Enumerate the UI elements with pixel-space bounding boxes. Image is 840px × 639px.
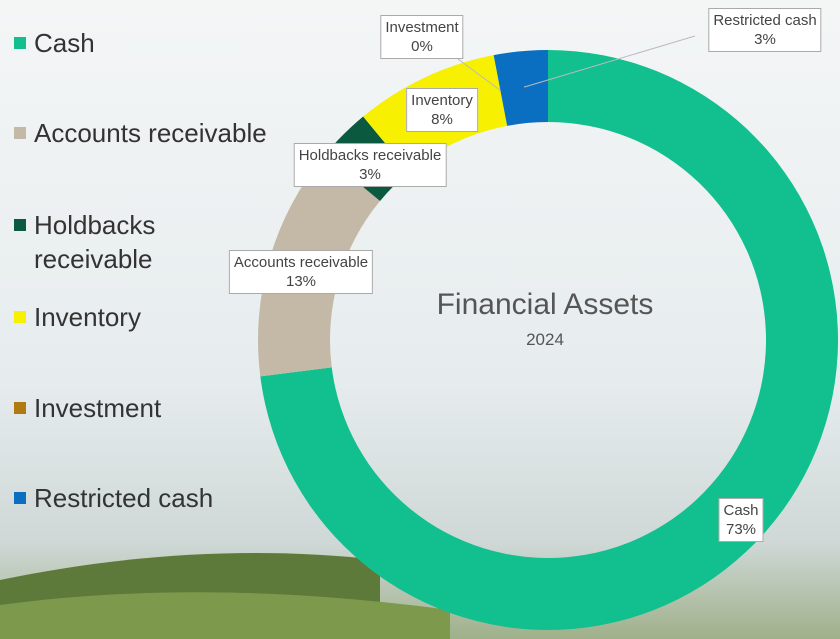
legend-label: Cash [34,28,95,58]
hill [0,592,450,639]
data-label-name: Restricted cash [713,12,817,29]
legend-label: Accounts receivable [34,118,267,148]
legend-swatch [14,37,26,49]
data-label-value: 13% [285,273,317,290]
legend-swatch [14,311,26,323]
legend-label: Inventory [34,302,141,332]
data-label: Cash 73% [718,498,764,542]
legend-swatch [14,402,26,414]
data-label-name: Accounts receivable [233,254,369,271]
legend-item: Holdbacks receivable [14,208,164,276]
legend-item: Accounts receivable [14,116,267,150]
data-label-name: Cash [723,502,759,519]
legend-swatch [14,492,26,504]
data-label-value: 3% [754,31,776,48]
legend-label: Restricted cash [34,483,214,513]
legend-item: Cash [14,26,95,60]
data-label-value: 0% [411,38,433,55]
data-label: Restricted cash 3% [708,8,822,52]
legend-item: Inventory [14,300,141,334]
data-label-value: 3% [359,166,381,183]
chart-subtitle: 2024 [526,330,564,349]
data-label-value: 8% [431,111,453,128]
legend-swatch [14,127,26,139]
legend-label: Investment [34,393,162,423]
chart-title: Financial Assets [436,288,654,321]
data-label-value: 73% [725,521,757,538]
legend-label: Holdbacks receivable [34,210,156,274]
legend-item: Investment [14,391,161,425]
data-label: Accounts receivable 13% [228,250,374,294]
legend-item: Restricted cash [14,481,213,515]
data-label-name: Investment [385,19,459,36]
data-label: Investment 0% [380,15,464,59]
leader-line [523,35,696,88]
data-label-name: Inventory [411,92,473,109]
data-label: Inventory 8% [406,88,478,132]
leader-line [457,58,501,91]
data-label-name: Holdbacks receivable [298,147,442,164]
data-label: Holdbacks receivable 3% [293,143,447,187]
donut-segment [493,50,548,126]
legend-swatch [14,219,26,231]
